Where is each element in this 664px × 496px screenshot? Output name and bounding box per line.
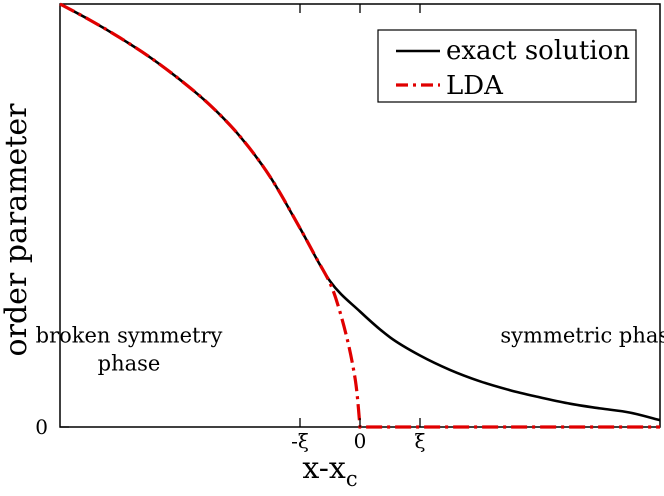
x-axis-title-main: x-x bbox=[302, 451, 346, 486]
series-line-lda bbox=[59, 2, 660, 429]
annotation-broken-symmetry-phase: broken symmetry phase bbox=[36, 324, 223, 376]
tick-layer: -ξ 0 ξ 0 bbox=[35, 4, 426, 453]
series-layer bbox=[59, 2, 661, 429]
legend-label-exact-solution: exact solution bbox=[446, 36, 630, 66]
y-tick-label: 0 bbox=[35, 415, 48, 439]
x-tick-label: ξ bbox=[414, 429, 425, 453]
y-axis-title: order parameter bbox=[0, 103, 34, 357]
legend: exact solution LDA bbox=[377, 29, 637, 103]
series-line-exact-solution bbox=[59, 2, 661, 422]
legend-box bbox=[377, 29, 637, 103]
annotation-layer: broken symmetry phase symmetric phase bbox=[36, 324, 664, 376]
x-axis-title: x-xc bbox=[302, 451, 357, 491]
x-tick-label: 0 bbox=[354, 429, 367, 453]
x-tick-label: -ξ bbox=[291, 429, 309, 453]
annotation-symmetric-phase: symmetric phase bbox=[500, 324, 664, 348]
annotation-line: symmetric phase bbox=[500, 324, 664, 348]
annotation-line: phase bbox=[98, 352, 161, 376]
x-axis-title-subscript: c bbox=[346, 467, 358, 491]
annotation-line: broken symmetry bbox=[36, 324, 223, 348]
legend-label-lda: LDA bbox=[446, 71, 504, 101]
